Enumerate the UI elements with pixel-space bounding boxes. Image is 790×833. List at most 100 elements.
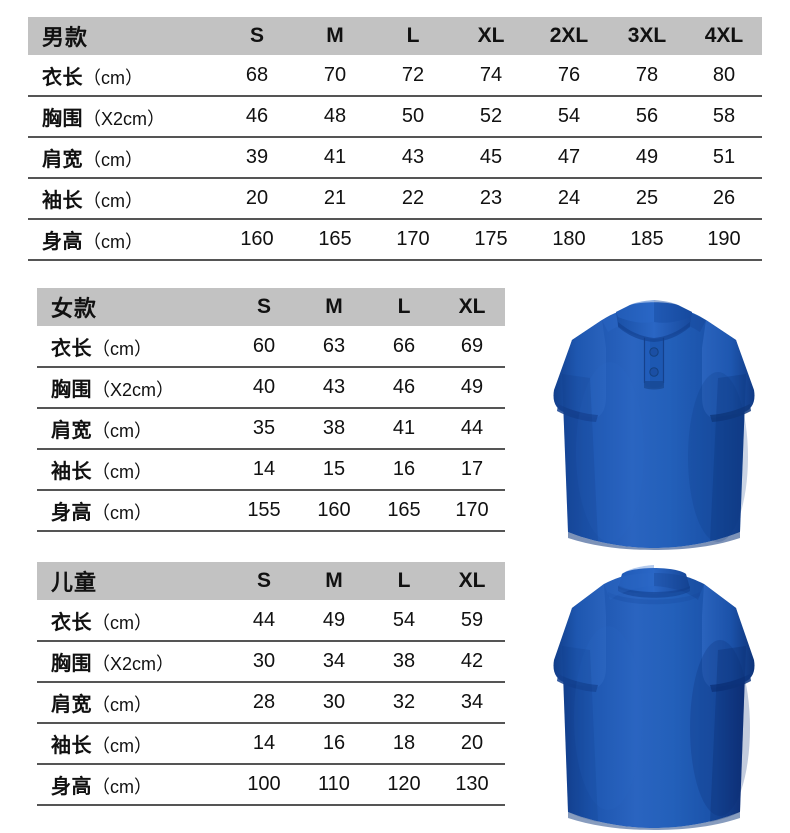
- size-table-women: 女款 S M L XL 衣长（cm） 60 63 66 69 胸围（X2cm） …: [37, 288, 505, 532]
- table-row: 胸围（X2cm） 40 43 46 49: [37, 366, 505, 408]
- sleeve-cuff-right-back: [710, 674, 751, 692]
- table-row: 袖长（cm） 14 16 18 20: [37, 722, 505, 764]
- polo-shirt-back-view: [540, 558, 768, 830]
- table-row: 身高（cm） 100 110 120 130: [37, 763, 505, 806]
- table-header-row: 男款 S M L XL 2XL 3XL 4XL: [28, 17, 762, 55]
- side-seam-right: [710, 374, 746, 541]
- cell-value: 54: [530, 95, 608, 137]
- button-bottom: [649, 367, 659, 377]
- size-table-men: 男款 S M L XL 2XL 3XL 4XL 衣长（cm） 68 70 72 …: [28, 17, 762, 261]
- cell-value: 18: [369, 722, 439, 764]
- shirt-collar-back: [618, 568, 690, 594]
- row-label: 衣长（cm）: [42, 66, 143, 89]
- table-row: 袖长（cm） 14 15 16 17: [37, 448, 505, 490]
- size-header-l: L: [369, 562, 439, 600]
- body-highlight-left: [576, 362, 644, 542]
- cell-value: 170: [439, 489, 505, 532]
- cell-value: 110: [299, 763, 369, 806]
- row-label: 胸围（X2cm）: [37, 640, 229, 682]
- cell-value: 30: [229, 640, 299, 682]
- side-seam-left: [562, 374, 598, 541]
- table-row: 身高（cm） 160 165 170 175 180 185 190: [28, 218, 762, 261]
- row-label: 胸围（X2cm）: [37, 366, 229, 408]
- cell-value: 28: [229, 681, 299, 723]
- collar-back-highlight: [618, 565, 654, 592]
- collar-right-wing: [654, 300, 692, 323]
- cell-value: 51: [686, 136, 762, 178]
- cell-value: 52: [452, 95, 530, 137]
- row-label: 肩宽（cm）: [37, 407, 229, 449]
- cell-value: 100: [229, 763, 299, 806]
- cell-value: 165: [296, 218, 374, 261]
- table-row: 胸围（X2cm） 46 48 50 52 54 56 58: [28, 95, 762, 137]
- cell-value: 50: [374, 95, 452, 137]
- size-header-l: L: [369, 288, 439, 326]
- size-header-4xl: 4XL: [686, 17, 762, 55]
- shoulder-highlight-left-back: [604, 573, 654, 600]
- cell-value: 43: [299, 366, 369, 408]
- shirt-body: [562, 306, 746, 548]
- cell-value: 60: [252, 334, 276, 357]
- cell-value: 41: [296, 136, 374, 178]
- cell-value: 46: [369, 366, 439, 408]
- table-row: 身高（cm） 155 160 165 170: [37, 489, 505, 532]
- cell-value: 44: [439, 407, 505, 449]
- size-header-m: M: [299, 562, 369, 600]
- row-label: 身高（cm）: [28, 218, 218, 261]
- placket-bottom: [644, 381, 664, 390]
- bottom-hem-back: [568, 812, 740, 830]
- cell-value: 22: [374, 177, 452, 219]
- cell-value: 56: [608, 95, 686, 137]
- cell-value: 20: [439, 722, 505, 764]
- cell-value: 30: [299, 681, 369, 723]
- cell-value: 49: [608, 136, 686, 178]
- cell-value: 45: [452, 136, 530, 178]
- table-header-row: 女款 S M L XL: [37, 288, 505, 326]
- cell-value: 32: [369, 681, 439, 723]
- row-label: 身高（cm）: [37, 489, 229, 532]
- cell-value: 38: [299, 407, 369, 449]
- row-label: 身高（cm）: [37, 763, 229, 806]
- cell-value: 34: [439, 681, 505, 723]
- cell-value: 47: [530, 136, 608, 178]
- cell-value: 155: [229, 489, 299, 532]
- cell-value: 170: [374, 218, 452, 261]
- cell-value: 44: [252, 608, 276, 631]
- shirt-sleeve-right-back: [702, 584, 755, 688]
- cell-value: 16: [369, 448, 439, 490]
- sleeve-cuff-right: [710, 404, 751, 422]
- sleeve-cuff-left: [557, 404, 598, 422]
- cell-value: 74: [479, 63, 503, 86]
- table-row: 袖长（cm） 20 21 22 23 24 25 26: [28, 177, 762, 219]
- cell-value: 185: [608, 218, 686, 261]
- cell-value: 180: [530, 218, 608, 261]
- cell-value: 16: [299, 722, 369, 764]
- side-seam-right-back: [710, 646, 746, 822]
- cell-value: 69: [460, 334, 484, 357]
- table-row: 衣长（cm） 44 49 54 59: [37, 600, 505, 641]
- shirt-sleeve-right: [702, 320, 755, 418]
- body-shadow-right-back: [690, 640, 750, 816]
- table-row: 胸围（X2cm） 30 34 38 42: [37, 640, 505, 682]
- size-header-s: S: [229, 288, 299, 326]
- category-label: 女款: [37, 288, 229, 326]
- size-header-s: S: [229, 562, 299, 600]
- sleeve-cuff-left-back: [557, 674, 598, 692]
- cell-value: 49: [439, 366, 505, 408]
- size-header-m: M: [299, 288, 369, 326]
- cell-value: 49: [322, 608, 346, 631]
- cell-value: 68: [245, 63, 269, 86]
- cell-value: 38: [369, 640, 439, 682]
- cell-value: 42: [439, 640, 505, 682]
- cell-value: 41: [369, 407, 439, 449]
- cell-value: 120: [369, 763, 439, 806]
- cell-value: 58: [686, 95, 762, 137]
- cell-value: 165: [369, 489, 439, 532]
- table-row: 肩宽（cm） 35 38 41 44: [37, 407, 505, 449]
- cell-value: 78: [635, 63, 659, 86]
- shirt-sleeve-left: [553, 320, 606, 418]
- cell-value: 72: [401, 63, 425, 86]
- size-header-m: M: [296, 17, 374, 55]
- cell-value: 14: [229, 722, 299, 764]
- cell-value: 59: [460, 608, 484, 631]
